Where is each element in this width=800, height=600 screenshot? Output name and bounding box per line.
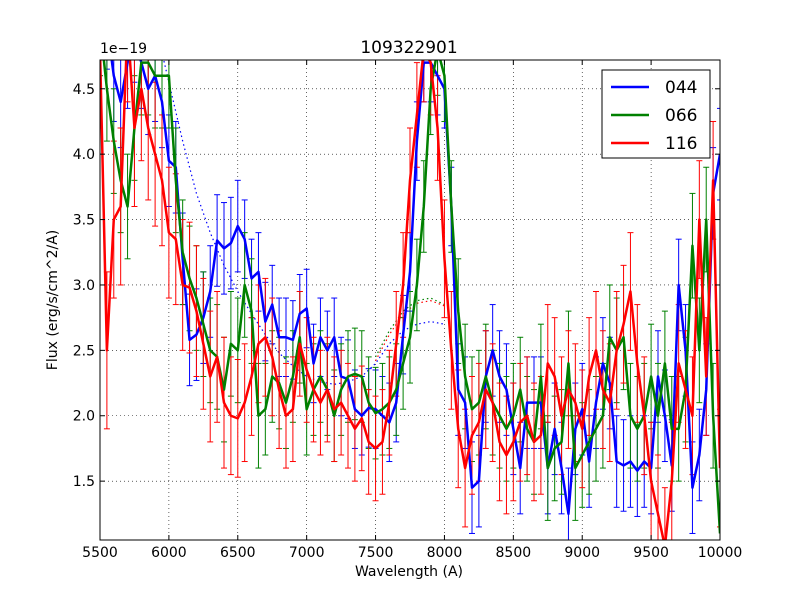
- plot-area: [100, 60, 720, 540]
- x-tick-label: 6500: [220, 545, 256, 561]
- x-tick-label: 8000: [427, 545, 463, 561]
- y-tick-label: 2.0: [73, 409, 95, 425]
- y-tick-label: 3.0: [73, 278, 95, 294]
- y-axis-label: Flux (erg/s/cm^2/A): [45, 230, 61, 370]
- y-tick-label: 4.0: [73, 147, 95, 163]
- x-tick-label: 10000: [698, 545, 743, 561]
- axes-frame: [99, 59, 721, 541]
- y-tick-label: 4.5: [73, 82, 95, 98]
- series-line-044: [110, 60, 720, 516]
- legend: 044 066 116: [601, 69, 711, 159]
- x-tick-label: 8500: [496, 545, 532, 561]
- x-tick-label: 9500: [633, 545, 669, 561]
- x-tick-label: 7000: [289, 545, 325, 561]
- x-tick-label: 5500: [82, 545, 118, 561]
- x-tick-label: 6000: [151, 545, 187, 561]
- legend-label-066: 066: [665, 106, 697, 126]
- legend-label-044: 044: [665, 78, 697, 98]
- axis-ticks: 5500 6000 6500 7000 7500 8000 8500 9000 9500 1000…: [73, 60, 743, 561]
- x-tick-label: 7500: [358, 545, 394, 561]
- x-tick-label: 9000: [564, 545, 600, 561]
- y-offset-text: 1e−19: [100, 41, 147, 57]
- y-tick-label: 3.5: [73, 213, 95, 229]
- chart-title: 109322901: [360, 38, 457, 58]
- y-tick-label: 1.5: [73, 474, 95, 490]
- series-line-116: [100, 60, 720, 540]
- y-tick-label: 2.5: [73, 343, 95, 359]
- x-axis-label: Wavelength (A): [355, 564, 463, 580]
- legend-label-116: 116: [665, 134, 697, 154]
